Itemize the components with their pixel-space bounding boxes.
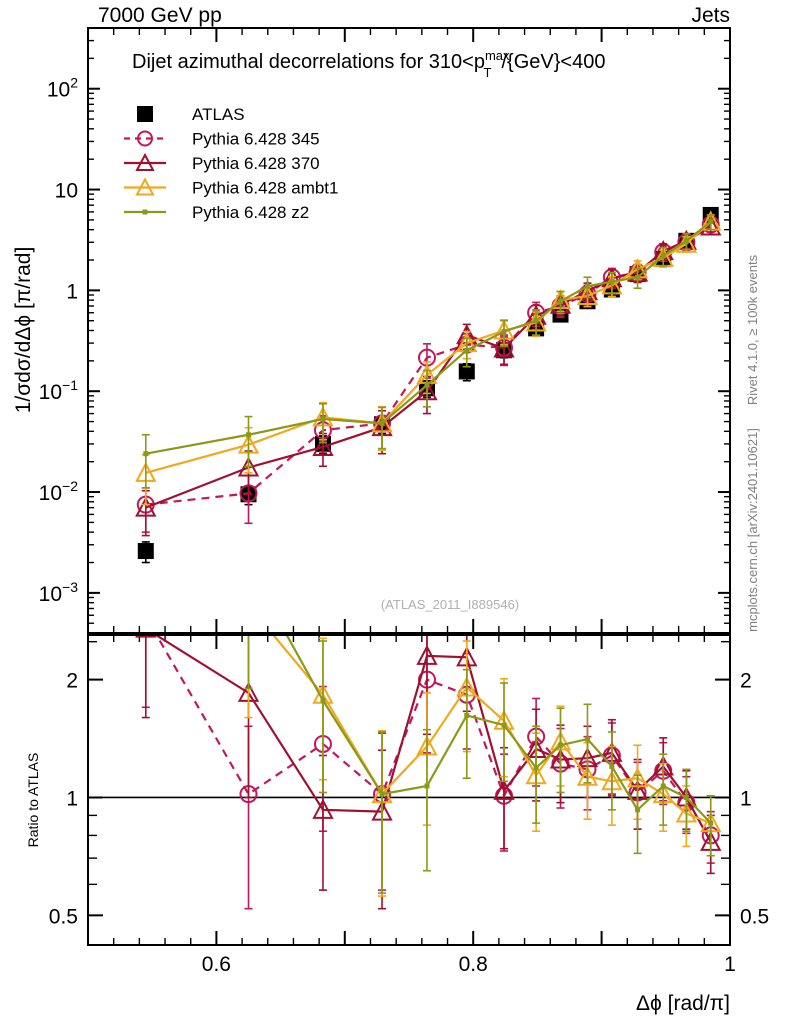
data-marker-dot [660, 783, 666, 789]
side-bottom-label: mcplots.cern.ch [arXiv:2401.10621] [745, 428, 760, 632]
ratio-y-tick-label: 0.5 [49, 905, 78, 928]
data-marker-dot [683, 794, 689, 800]
ratio-y-axis-label: Ratio to ATLAS [25, 753, 41, 848]
ratio-y-tick-label-right: 0.5 [740, 905, 769, 928]
header-right-label: Jets [691, 4, 730, 27]
data-marker-triangle [135, 636, 157, 638]
data-marker-dot [424, 382, 430, 388]
y-tick-label: 102 [47, 75, 78, 102]
data-marker-dot [320, 416, 326, 422]
ratio-y-tick-label-right: 2 [740, 670, 752, 693]
legend-label: Pythia 6.428 370 [192, 154, 320, 173]
data-marker-triangle [576, 284, 599, 305]
ratio-plot-frame [87, 634, 731, 946]
data-marker-dot [635, 274, 641, 280]
data-marker-triangle [135, 152, 155, 171]
data-marker-triangle [493, 779, 515, 800]
data-marker-dot [320, 697, 326, 703]
data-marker-dot [584, 283, 590, 289]
data-marker-dot [708, 820, 714, 826]
legend-item-3: Pythia 6.428 ambt1 [124, 177, 338, 198]
data-marker-dot [660, 253, 666, 259]
y-tick-label: 10−1 [39, 377, 79, 404]
data-marker-dot [533, 318, 539, 324]
data-marker-triangle [135, 496, 157, 517]
data-marker-square [137, 106, 153, 122]
legend-item-1: Pythia 6.428 345 [124, 130, 320, 149]
data-marker-circle [137, 130, 153, 147]
x-axis-label: Δϕ [rad/π] [636, 992, 730, 1015]
series-pythia-6-428-z2 [141, 214, 715, 489]
x-tick-label: 0.6 [202, 953, 231, 976]
side-top-label: Rivet 4.1.0, ≥ 100k events [745, 254, 760, 405]
data-marker-square [137, 543, 154, 560]
legend-label: ATLAS [192, 105, 245, 124]
data-marker-triangle [493, 337, 515, 358]
series-line [155, 636, 712, 837]
data-marker-triangle [135, 177, 155, 196]
data-marker-triangle [312, 798, 334, 819]
data-marker-dot [379, 420, 385, 426]
x-tick-label: 0.8 [459, 953, 488, 976]
data-marker-dot [142, 209, 148, 215]
ratio-y-tick-label: 2 [66, 670, 78, 693]
dataset-watermark: (ATLAS_2011_I889546) [381, 597, 519, 612]
ratio-y-tick-label-right: 1 [740, 787, 752, 810]
data-marker-dot [424, 783, 430, 789]
data-marker-dot [501, 329, 507, 335]
y-tick-label: 10 [55, 180, 78, 203]
data-marker-dot [246, 432, 251, 438]
legend-item-4: Pythia 6.428 z2 [124, 203, 309, 222]
data-marker-dot [464, 712, 470, 718]
data-marker-triangle [576, 765, 599, 786]
data-marker-dot [143, 451, 149, 457]
plot-title: Dijet azimuthal decorrelations for 310<p… [132, 48, 605, 80]
data-marker-dot [379, 791, 385, 797]
ratio-series-pythia-6-428-z2 [244, 636, 715, 894]
legend-item-2: Pythia 6.428 370 [124, 152, 320, 173]
data-marker-dot [533, 765, 539, 771]
y-tick-label: 1 [66, 280, 78, 303]
main-plot-frame [87, 27, 731, 634]
data-marker-dot [584, 736, 590, 742]
data-marker-dot [609, 763, 615, 769]
y-tick-label: 10−2 [39, 478, 79, 505]
data-marker-triangle [416, 644, 438, 665]
legend-label: Pythia 6.428 ambt1 [192, 179, 338, 198]
ratio-panel: 0.6 0.8 1 0.5 0.5 1 1 2 2 [49, 634, 769, 976]
data-marker-dot [501, 722, 507, 728]
ratio-y-tick-label: 1 [66, 787, 78, 810]
y-tick-label: 10−3 [39, 579, 79, 606]
data-marker-triangle [312, 435, 334, 456]
x-tick-label: 1 [724, 953, 736, 976]
data-marker-dot [558, 742, 564, 748]
data-marker-dot [683, 238, 689, 244]
main-y-axis-label: 1/σdσ/dΔϕ [π/rad] [12, 247, 35, 414]
data-marker-dot [558, 298, 564, 304]
legend-label: Pythia 6.428 345 [192, 130, 320, 149]
data-marker-dot [635, 807, 641, 813]
main-panel: 10−3 10−2 10−1 1 10 102 [39, 27, 731, 634]
legend-label: Pythia 6.428 z2 [192, 203, 309, 222]
legend: ATLAS Pythia 6.428 345 Pythia 6.428 370 Pyt… [124, 105, 338, 222]
legend-item-0: ATLAS [137, 105, 245, 124]
data-marker-dot [464, 347, 470, 353]
data-marker-dot [708, 219, 714, 225]
header-left-label: 7000 GeV pp [98, 4, 222, 27]
data-marker-triangle [237, 456, 260, 477]
data-marker-dot [609, 279, 615, 285]
